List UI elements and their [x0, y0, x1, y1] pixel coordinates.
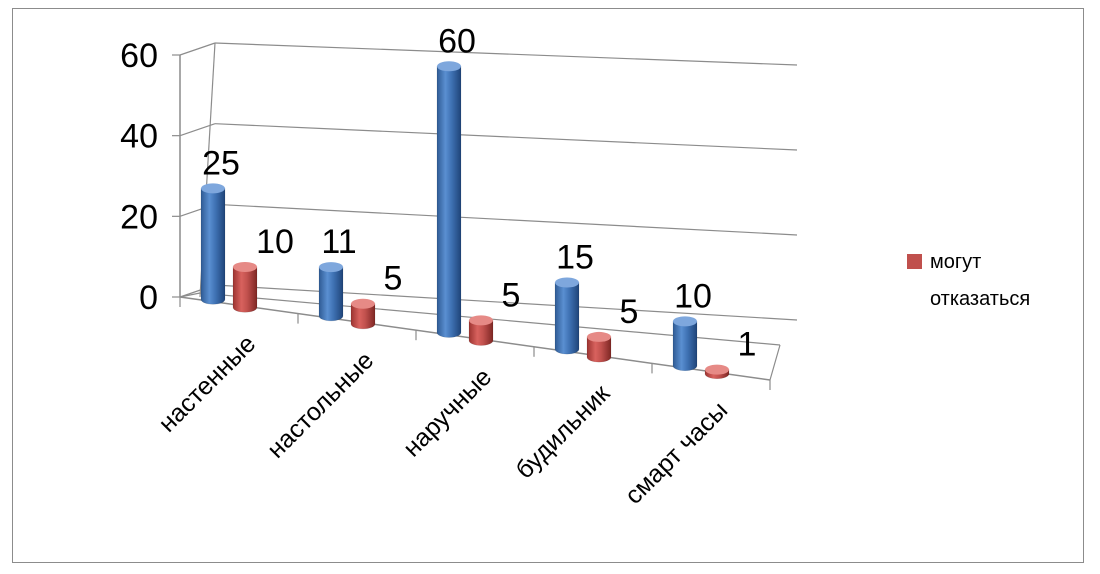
data-label-series-2: 5: [502, 276, 521, 314]
gridline-side: [179, 123, 216, 137]
bar-5-series-1: [672, 316, 698, 371]
bar-5-series-2-cap: [705, 364, 729, 375]
bar-2-series-1: [318, 262, 344, 322]
bar-2-series-1-cap: [319, 262, 343, 273]
gridline: [214, 284, 798, 321]
data-label-series-1: 25: [202, 144, 240, 182]
category-label: смарт часы: [620, 396, 734, 510]
data-label-series-2: 10: [256, 223, 294, 261]
data-label-series-2: 5: [384, 260, 403, 298]
gridline-side: [179, 42, 216, 56]
bar-1-series-2: [232, 261, 258, 313]
bar-5-series-1-cap: [673, 316, 697, 327]
bar-1-series-2-cap: [233, 261, 257, 272]
bar-1-series-2-body: [232, 266, 258, 313]
gridline: [214, 42, 798, 66]
bar-1-series-1-cap: [201, 183, 225, 194]
bar-3-series-2-cap: [469, 315, 493, 326]
bars: [200, 61, 730, 379]
floor-right-edge: [769, 344, 781, 381]
y-tick-label: 60: [120, 37, 158, 75]
bar-2-series-2-body: [350, 303, 376, 330]
category-label: настольные: [262, 346, 379, 463]
data-label-series-2: 1: [738, 326, 757, 364]
legend-label-line-1: могут: [930, 251, 981, 273]
bar-4-series-2: [586, 331, 612, 363]
data-label-series-1: 11: [321, 223, 356, 261]
category-label: будильник: [510, 379, 616, 485]
floor-left-edge: [179, 292, 201, 298]
bar-3-series-1-cap: [437, 61, 461, 72]
y-tick-label: 20: [120, 198, 158, 236]
category-label: настенные: [153, 330, 261, 438]
category-label: наручные: [398, 363, 497, 462]
bar-5-series-1-body: [672, 321, 698, 371]
bar-1-series-1: [200, 183, 226, 305]
bar-3-series-2: [468, 315, 494, 346]
y-tick-label: 0: [139, 279, 158, 317]
bar-3-series-2-body: [468, 320, 494, 346]
gridline: [214, 123, 798, 151]
bar-3-series-1-body: [436, 66, 462, 338]
bar-1-series-1-body: [200, 188, 226, 305]
bar-4-series-2-body: [586, 336, 612, 363]
legend-swatch: [907, 254, 922, 269]
data-label-series-1: 60: [438, 22, 476, 60]
bar-2-series-2-cap: [351, 298, 375, 309]
bar-4-series-1: [554, 277, 580, 355]
bar-2-series-1-body: [318, 266, 344, 322]
chart-frame: [12, 8, 1084, 563]
data-label-series-1: 10: [674, 277, 712, 315]
legend-label-line-2: отказаться: [930, 288, 1030, 310]
bar-4-series-1-cap: [555, 277, 579, 288]
data-label-series-1: 15: [556, 239, 594, 277]
bar-2-series-2: [350, 298, 376, 330]
bar-3-series-1: [436, 61, 462, 338]
y-axis-ticks: 0 20 40 60: [120, 37, 158, 317]
category-labels: настенные настольные наручные будильник смар…: [153, 330, 733, 510]
gridline: [214, 203, 798, 236]
bar-4-series-1-body: [554, 282, 580, 355]
legend: могут отказаться: [907, 251, 1030, 310]
bar-4-series-2-cap: [587, 331, 611, 342]
bar-5-series-2: [704, 364, 730, 379]
y-tick-label: 40: [120, 118, 158, 156]
data-label-series-2: 5: [620, 293, 639, 331]
